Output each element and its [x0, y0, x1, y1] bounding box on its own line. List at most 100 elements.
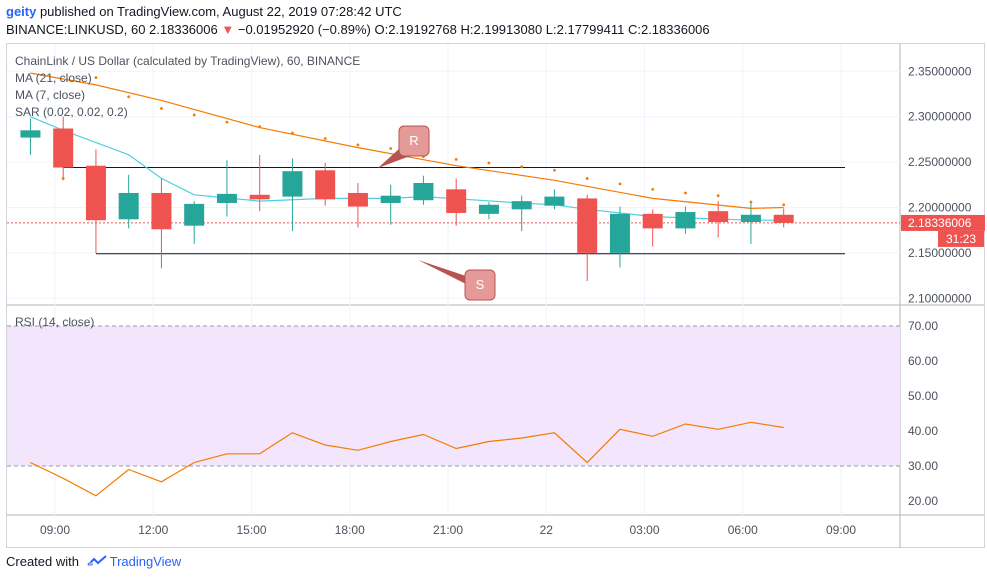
sar-dot [323, 137, 327, 140]
sar-dot [716, 194, 720, 198]
sar-dot [782, 203, 786, 207]
rsi-tick-label: 30.00 [908, 459, 938, 473]
candle[interactable] [184, 201, 205, 244]
candle-body [118, 192, 139, 220]
current-price-badge [901, 214, 985, 231]
support-callout[interactable] [464, 269, 496, 301]
legend-sar[interactable]: SAR (0.02, 0.02, 0.2) [15, 105, 128, 119]
resistance-label: R [409, 133, 418, 148]
ohlc-values: O:2.19192768 H:2.19913080 L:2.17799411 C… [374, 22, 710, 37]
candle-body [708, 211, 729, 223]
candle-body [282, 171, 303, 197]
tradingview-brand[interactable]: TradingView [109, 554, 182, 569]
candle-body [249, 194, 270, 200]
candle[interactable] [151, 178, 172, 269]
candle[interactable] [577, 194, 598, 282]
sar-dot [356, 143, 360, 147]
x-tick-label: 21:00 [433, 523, 463, 537]
candle[interactable] [282, 158, 303, 232]
candle-body [773, 214, 794, 223]
candle-body [544, 196, 565, 206]
price-tick-label: 2.20000000 [908, 201, 972, 215]
sar-dot [225, 120, 229, 124]
candle-body [315, 170, 336, 200]
candle-body [446, 189, 467, 213]
candle[interactable] [118, 174, 139, 229]
created-with-label: Created with [6, 554, 79, 569]
publish-line: geity published on TradingView.com, Augu… [6, 4, 402, 19]
candle[interactable] [315, 163, 336, 206]
candle[interactable] [216, 160, 237, 217]
candle[interactable] [478, 202, 499, 220]
rsi-tick-label: 20.00 [908, 494, 938, 508]
candle[interactable] [708, 201, 729, 238]
candle-body [642, 213, 663, 229]
candle-body [511, 201, 532, 210]
x-tick-label: 12:00 [138, 523, 168, 537]
countdown-badge [938, 230, 984, 247]
rsi-tick-label: 60.00 [908, 354, 938, 368]
sar-dot [520, 165, 524, 169]
sar-dot [553, 168, 556, 172]
sar-dot [160, 107, 163, 110]
candle-body [609, 213, 630, 253]
candle[interactable] [511, 195, 532, 232]
candle[interactable] [53, 116, 74, 181]
x-tick-label: 09:00 [826, 523, 856, 537]
candle[interactable] [85, 149, 106, 253]
candle[interactable] [446, 178, 467, 226]
chart-frame [6, 43, 985, 548]
x-tick-label: 22 [540, 523, 554, 537]
rsi-line [30, 421, 784, 497]
sar-dot [618, 182, 622, 186]
candle[interactable] [249, 154, 270, 212]
x-tick-label: 09:00 [40, 523, 70, 537]
candle[interactable] [380, 184, 401, 225]
candle[interactable] [675, 206, 696, 234]
candle-body [347, 192, 368, 207]
price-change: −0.01952920 (−0.89%) [237, 22, 371, 37]
candle[interactable] [740, 201, 761, 244]
x-tick-label: 18:00 [335, 523, 365, 537]
resistance-callout[interactable] [398, 125, 430, 157]
candle[interactable] [20, 118, 41, 155]
candle[interactable] [773, 208, 794, 228]
candle[interactable] [544, 189, 565, 210]
legend-ma21[interactable]: MA (21, close) [15, 71, 92, 85]
price-tick-label: 2.15000000 [908, 246, 972, 260]
sar-dot [487, 161, 491, 165]
sar-dot [192, 113, 196, 117]
tradingview-logo-icon [86, 555, 107, 566]
sar-dot [291, 131, 294, 135]
candle[interactable] [347, 182, 368, 228]
chart-title: ChainLink / US Dollar (calculated by Tra… [15, 54, 361, 68]
legend-ma7[interactable]: MA (7, close) [15, 88, 86, 102]
candle-body [413, 182, 434, 201]
candle-body [151, 192, 172, 230]
candle-body [675, 212, 696, 229]
sar-dot [749, 200, 753, 204]
author-link[interactable]: geity [6, 4, 37, 19]
candle-body [380, 195, 401, 203]
candle[interactable] [642, 209, 663, 247]
sar-dot [585, 177, 589, 180]
candle-body [216, 193, 237, 203]
sar-dot [94, 76, 98, 80]
candle-body [577, 198, 598, 253]
candle[interactable] [413, 175, 434, 205]
symbol-price: BINANCE:LINKUSD, 60 2.18336006 [6, 22, 218, 37]
rsi-tick-label: 40.00 [908, 424, 938, 438]
x-tick-label: 03:00 [629, 523, 659, 537]
countdown-label: 31:23 [946, 232, 976, 246]
candle-body [184, 203, 205, 226]
candle[interactable] [609, 206, 630, 268]
sar-dot [389, 147, 393, 150]
price-tick-label: 2.10000000 [908, 291, 972, 305]
candle-body [478, 204, 499, 214]
sar-dot [454, 157, 458, 161]
legend-rsi[interactable]: RSI (14, close) [15, 315, 95, 329]
publish-info: published on TradingView.com, August 22,… [36, 4, 402, 19]
price-tick-label: 2.35000000 [908, 64, 972, 78]
support-label: S [476, 277, 485, 292]
